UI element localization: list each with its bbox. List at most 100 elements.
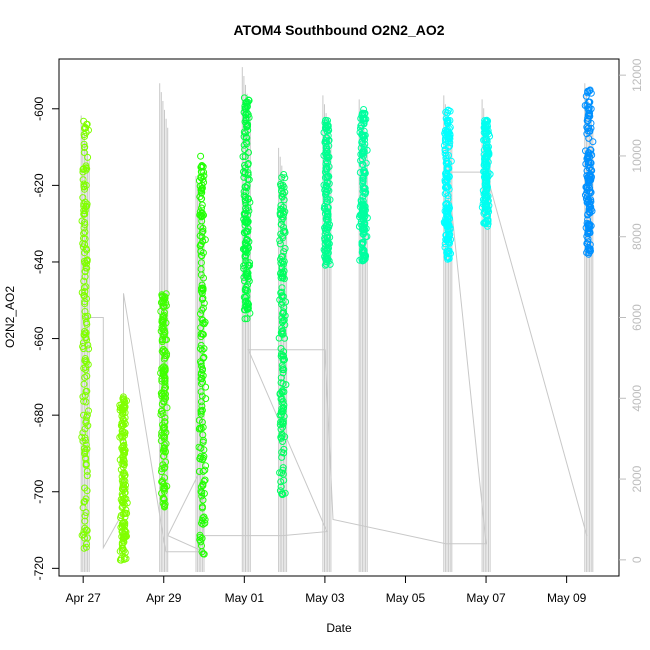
data-point bbox=[244, 304, 252, 312]
data-point bbox=[276, 209, 284, 217]
data-point bbox=[240, 168, 247, 176]
data-point bbox=[281, 227, 289, 235]
y-tick-label: -720 bbox=[32, 556, 46, 580]
data-point bbox=[441, 126, 449, 134]
data-point bbox=[120, 439, 127, 447]
data-point bbox=[80, 531, 87, 538]
data-point bbox=[83, 120, 91, 128]
data-point bbox=[81, 268, 89, 276]
data-point bbox=[161, 384, 169, 392]
data-point bbox=[586, 247, 594, 255]
data-point bbox=[278, 288, 286, 296]
data-point bbox=[583, 219, 591, 227]
data-point bbox=[582, 191, 589, 199]
data-point bbox=[200, 513, 208, 521]
data-point bbox=[321, 253, 329, 261]
data-point bbox=[198, 217, 206, 225]
data-point bbox=[119, 422, 126, 430]
data-point bbox=[81, 273, 89, 281]
data-point bbox=[279, 292, 287, 300]
data-point bbox=[325, 173, 333, 180]
data-point bbox=[321, 137, 329, 145]
data-point bbox=[239, 153, 247, 161]
data-point bbox=[241, 315, 249, 323]
data-point bbox=[159, 391, 166, 398]
data-point bbox=[200, 477, 208, 485]
data-point bbox=[240, 188, 248, 196]
data-point bbox=[360, 184, 368, 192]
data-point bbox=[359, 114, 367, 122]
point-cluster bbox=[355, 106, 371, 265]
data-point bbox=[159, 484, 167, 492]
data-point bbox=[122, 506, 130, 514]
data-point bbox=[81, 391, 89, 399]
data-point bbox=[78, 433, 86, 441]
data-point bbox=[241, 129, 249, 137]
data-point bbox=[82, 264, 90, 272]
data-point bbox=[584, 114, 592, 122]
data-point bbox=[197, 425, 205, 432]
data-point bbox=[358, 225, 366, 233]
data-point bbox=[279, 490, 287, 498]
y2-tick-label: 10000 bbox=[630, 139, 644, 173]
data-point bbox=[445, 248, 453, 255]
data-point bbox=[583, 240, 591, 247]
data-point bbox=[277, 345, 285, 352]
data-point bbox=[163, 404, 171, 412]
data-point bbox=[80, 210, 88, 218]
data-point bbox=[586, 159, 594, 166]
data-point bbox=[486, 170, 494, 178]
data-point bbox=[198, 362, 205, 370]
data-point bbox=[482, 206, 490, 214]
data-point bbox=[122, 555, 130, 563]
data-point bbox=[323, 208, 331, 216]
y2-tick-label: 0 bbox=[630, 556, 644, 563]
data-point bbox=[81, 288, 89, 296]
data-point bbox=[82, 363, 89, 371]
x-tick-label: Apr 27 bbox=[65, 591, 101, 605]
data-point bbox=[120, 401, 128, 409]
data-point bbox=[82, 398, 90, 406]
data-point bbox=[197, 488, 205, 496]
data-point bbox=[281, 245, 289, 252]
data-point bbox=[278, 284, 286, 292]
data-point bbox=[446, 231, 454, 238]
data-point bbox=[196, 455, 204, 462]
data-point bbox=[198, 492, 206, 500]
data-point bbox=[481, 117, 489, 125]
data-point bbox=[119, 442, 127, 450]
data-point bbox=[81, 228, 89, 236]
data-point bbox=[243, 109, 251, 117]
y2-tick-label: 8000 bbox=[630, 223, 644, 250]
data-point bbox=[363, 233, 371, 240]
data-point bbox=[279, 466, 287, 474]
data-point bbox=[278, 184, 286, 192]
data-point bbox=[278, 399, 286, 407]
data-point bbox=[199, 454, 207, 462]
data-point bbox=[79, 168, 87, 176]
data-point bbox=[243, 182, 251, 189]
data-point bbox=[80, 149, 88, 156]
data-point bbox=[122, 528, 130, 536]
data-point bbox=[157, 407, 165, 415]
data-point bbox=[242, 251, 250, 259]
data-point bbox=[82, 245, 90, 253]
data-point bbox=[241, 183, 249, 191]
data-point bbox=[200, 353, 208, 361]
data-point bbox=[243, 236, 251, 244]
data-point bbox=[199, 423, 207, 431]
data-point bbox=[199, 550, 207, 558]
data-point bbox=[198, 315, 206, 323]
data-point bbox=[196, 536, 204, 544]
y2-tick-label: 2000 bbox=[630, 465, 644, 492]
data-point bbox=[279, 464, 287, 472]
data-point bbox=[323, 119, 331, 127]
data-point bbox=[119, 498, 127, 506]
data-point bbox=[197, 265, 205, 273]
chart-title: ATOM4 Southbound O2N2_AO2 bbox=[233, 22, 444, 38]
data-point bbox=[444, 218, 452, 226]
data-point bbox=[483, 138, 491, 146]
data-point bbox=[323, 213, 331, 221]
data-point bbox=[241, 146, 249, 153]
point-cluster bbox=[78, 117, 93, 552]
